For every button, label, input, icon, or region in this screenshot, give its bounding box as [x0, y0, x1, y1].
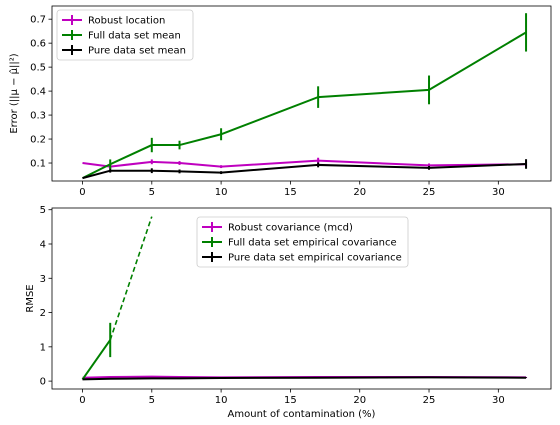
series-line [82, 162, 527, 180]
x-tick-label: 0 [79, 187, 85, 198]
legend-box [56, 9, 194, 61]
y-tick-label: 0.6 [30, 39, 46, 50]
legend-label: Full data set mean [88, 31, 181, 42]
y-axis-label: Error (||μ − μ̂||²) [8, 53, 20, 133]
x-tick-label: 30 [492, 395, 505, 406]
plot-area [81, 216, 528, 381]
legend-label: Robust location [88, 16, 165, 27]
legend-label: Pure data set empirical covariance [228, 253, 402, 264]
legend: Robust covariance (mcd) Full data set emp… [196, 216, 409, 268]
series-2 [82, 13, 528, 180]
x-tick-label: 25 [423, 187, 436, 198]
legend-box [196, 216, 409, 268]
series-extrapolation-line [109, 216, 153, 341]
y-tick-label: 1 [40, 342, 46, 353]
y-tick-label: 0.2 [30, 135, 46, 146]
axes-2: 0 5 10 15 20 25 30 0 1 2 3 4 5 RMSE Amount of contamin… [25, 205, 552, 420]
y-tick-label: 3 [40, 274, 46, 285]
x-tick-label: 20 [353, 395, 366, 406]
x-tick-label: 20 [353, 187, 366, 198]
axes-1: 0 5 10 15 20 25 30 0.1 0.2 0.3 0.4 0.5 0.6 0.7 Error (… [8, 5, 552, 198]
series-line [82, 376, 527, 381]
legend-item: Pure data set empirical covariance [202, 252, 402, 264]
x-tick-label: 10 [215, 395, 228, 406]
y-tick-label: 5 [40, 205, 46, 216]
x-tick-label: 25 [423, 395, 436, 406]
legend-item: Robust location [62, 15, 165, 27]
x-tick-label: 5 [149, 395, 155, 406]
series-line [82, 159, 527, 168]
legend-label: Pure data set mean [88, 46, 186, 57]
legend-label: Robust covariance (mcd) [228, 223, 353, 234]
plot-frame [51, 207, 552, 390]
plot-area [82, 13, 528, 180]
y-tick-label: 0.7 [30, 15, 46, 26]
legend: Robust location Full data set mean Pure da… [56, 9, 194, 61]
x-tick-label: 0 [79, 395, 85, 406]
x-axis-label: Amount of contamination (%) [228, 409, 376, 420]
series-2 [81, 216, 153, 380]
y-tick-label: 0.5 [30, 63, 46, 74]
series-line [81, 339, 112, 380]
x-tick-label: 15 [284, 395, 297, 406]
plot-frame [51, 5, 552, 182]
y-tick-label: 2 [40, 308, 46, 319]
legend-label: Full data set empirical covariance [228, 238, 397, 249]
legend-item: Full data set mean [62, 30, 181, 42]
y-tick-label: 4 [40, 239, 46, 250]
x-tick-label: 15 [284, 187, 297, 198]
legend-item: Full data set empirical covariance [202, 237, 397, 249]
legend-item: Robust covariance (mcd) [202, 222, 353, 234]
y-axis-label: RMSE [25, 284, 36, 312]
series-3 [82, 376, 528, 381]
y-tick-label: 0.3 [30, 111, 46, 122]
x-tick-label: 5 [149, 187, 155, 198]
legend-item: Pure data set mean [62, 45, 186, 57]
series-3 [82, 159, 528, 180]
x-tick-label: 30 [492, 187, 505, 198]
y-tick-label: 0 [40, 377, 46, 388]
series-line [82, 31, 527, 180]
x-tick-label: 10 [215, 187, 228, 198]
y-tick-label: 0.1 [30, 159, 46, 170]
y-tick-label: 0.4 [30, 87, 46, 98]
